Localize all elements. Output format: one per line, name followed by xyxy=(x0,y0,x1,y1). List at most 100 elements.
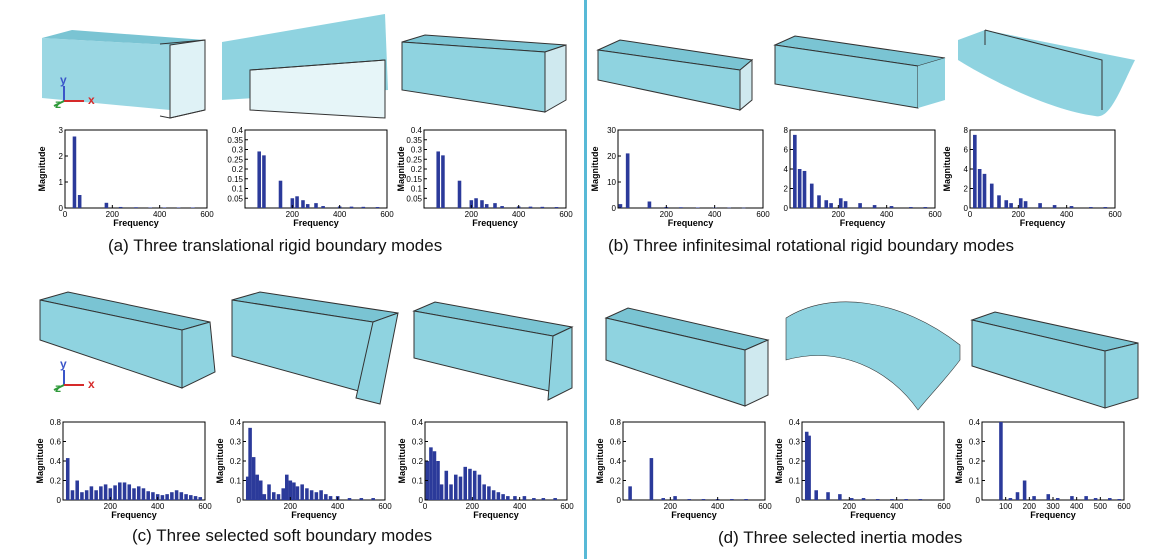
y-tick-label: 0.6 xyxy=(50,438,62,447)
chart-a-1: 0 200 400 600 0 1 2 3 Frequency Magnitude xyxy=(37,126,214,228)
axis-x-label: x xyxy=(88,93,95,107)
bar-1 xyxy=(1008,498,1013,500)
x-tick-label: 400 xyxy=(711,502,725,511)
beam-illustration-b1 xyxy=(596,39,754,112)
y-tick-label: 0.15 xyxy=(227,175,243,184)
x-tick-label: 500 xyxy=(1094,502,1108,511)
y-tick-label: 0.1 xyxy=(230,477,242,486)
y-axis-label: Magnitude xyxy=(215,439,225,484)
bar-12 xyxy=(477,474,482,500)
x-tick-label: 0 xyxy=(968,210,973,219)
bar-5 xyxy=(89,486,94,500)
axis-x-label: x xyxy=(88,377,95,391)
x-tick-label: 200 xyxy=(104,502,118,511)
bar-2 xyxy=(104,202,109,208)
y-axis-label: Magnitude xyxy=(774,439,784,484)
chart-c-1: 200 400 600 0 0.2 0.4 0.6 0.8 Frequency Magnitude xyxy=(35,418,212,520)
y-axis-label: Magnitude xyxy=(396,147,406,192)
bar-7 xyxy=(875,499,880,500)
bar-2 xyxy=(1015,492,1020,500)
bar-17 xyxy=(501,494,505,500)
bar-7 xyxy=(838,198,843,208)
bar-2 xyxy=(457,180,462,208)
y-tick-label: 3 xyxy=(59,126,64,135)
y-tick-label: 0.1 xyxy=(411,185,423,194)
bar-5 xyxy=(148,207,152,208)
chart-d-3: 100 200 300 400 500 600 0 0.1 0.2 0.3 0.4 Frequency… xyxy=(954,418,1131,520)
bar-3 xyxy=(1022,480,1027,500)
y-tick-label: 0.4 xyxy=(412,418,424,427)
x-axis-label: Frequency xyxy=(473,510,519,520)
y-tick-label: 0.25 xyxy=(227,155,243,164)
bar-24 xyxy=(179,492,184,500)
bar-9 xyxy=(463,466,468,500)
bar-4 xyxy=(295,196,299,208)
y-tick-label: 0 xyxy=(964,204,969,213)
x-tick-label: 400 xyxy=(880,210,894,219)
bar-1 xyxy=(977,169,982,208)
plot-frame xyxy=(242,421,386,501)
chart-b-1: 200 400 600 0 10 20 30 Frequency Magnitude xyxy=(590,126,770,228)
bar-7 xyxy=(176,207,181,208)
bar-4 xyxy=(687,499,692,500)
bar-22 xyxy=(541,498,546,500)
chart-d-2: 200 400 600 0 0.1 0.2 0.3 0.4 Frequency Magnitude xyxy=(774,418,951,520)
bar-12 xyxy=(122,482,127,500)
bar-5 xyxy=(849,498,854,500)
x-tick-label: 200 xyxy=(465,210,479,219)
bar-7 xyxy=(1070,496,1074,500)
x-tick-label: 600 xyxy=(928,210,942,219)
x-tick-label: 200 xyxy=(832,210,846,219)
bar-17 xyxy=(146,491,150,500)
bar-10 xyxy=(872,205,877,208)
bar-3 xyxy=(118,206,123,208)
bar-1 xyxy=(70,490,75,500)
bar-4 xyxy=(817,195,821,208)
bar-5 xyxy=(695,207,700,208)
bar-7 xyxy=(1018,198,1023,208)
y-tick-label: 0 xyxy=(784,204,789,213)
bar-10 xyxy=(285,474,289,500)
bar-2 xyxy=(278,180,283,208)
y-tick-label: 0.2 xyxy=(969,457,981,466)
bar-21 xyxy=(532,498,536,500)
bar-8 xyxy=(741,207,746,209)
axes-icon-bottom: y z x xyxy=(53,357,95,395)
x-tick-label: 200 xyxy=(1012,210,1026,219)
beam-illustration-c1 xyxy=(39,291,216,389)
bar-9 xyxy=(1093,498,1098,500)
plot-frame xyxy=(64,129,208,209)
axis-z-label: z xyxy=(55,381,61,395)
bar-1 xyxy=(649,458,654,500)
plot-frame xyxy=(617,129,764,209)
y-tick-label: 4 xyxy=(784,165,789,174)
bar-8 xyxy=(890,499,894,500)
chart-d-1: 200 400 600 0 0.2 0.4 0.6 0.8 Frequency Magnitude xyxy=(595,418,772,520)
bar-0 xyxy=(973,134,977,208)
x-axis-label: Frequency xyxy=(1020,218,1066,228)
y-tick-label: 2 xyxy=(784,185,789,194)
bar-7 xyxy=(730,499,734,500)
bar-4 xyxy=(474,198,478,208)
caption-b: (b) Three infinitesimal rotational rigid… xyxy=(608,236,1014,255)
bar-6 xyxy=(305,204,310,208)
y-tick-label: 0.3 xyxy=(969,438,981,447)
x-axis-label: Frequency xyxy=(472,218,518,228)
plot-frame xyxy=(789,129,936,209)
bar-6 xyxy=(162,207,167,208)
bar-5 xyxy=(701,499,706,500)
bar-1 xyxy=(429,447,433,500)
bar-1 xyxy=(77,195,82,208)
bar-2 xyxy=(802,170,807,208)
bar-25 xyxy=(184,494,188,500)
bar-21 xyxy=(165,494,169,500)
chart-a-3: 200 400 600 0.050.10.150.20.250.30.350.4 Fre… xyxy=(396,126,573,228)
x-axis-label: Frequency xyxy=(293,218,339,228)
y-tick-label: 0.1 xyxy=(232,185,244,194)
bar-11 xyxy=(889,206,894,208)
y-tick-label: 2 xyxy=(964,185,969,194)
bar-12 xyxy=(1089,207,1093,208)
y-axis-label: Magnitude xyxy=(954,439,964,484)
bar-3 xyxy=(826,492,830,500)
plot-frame xyxy=(424,421,568,501)
